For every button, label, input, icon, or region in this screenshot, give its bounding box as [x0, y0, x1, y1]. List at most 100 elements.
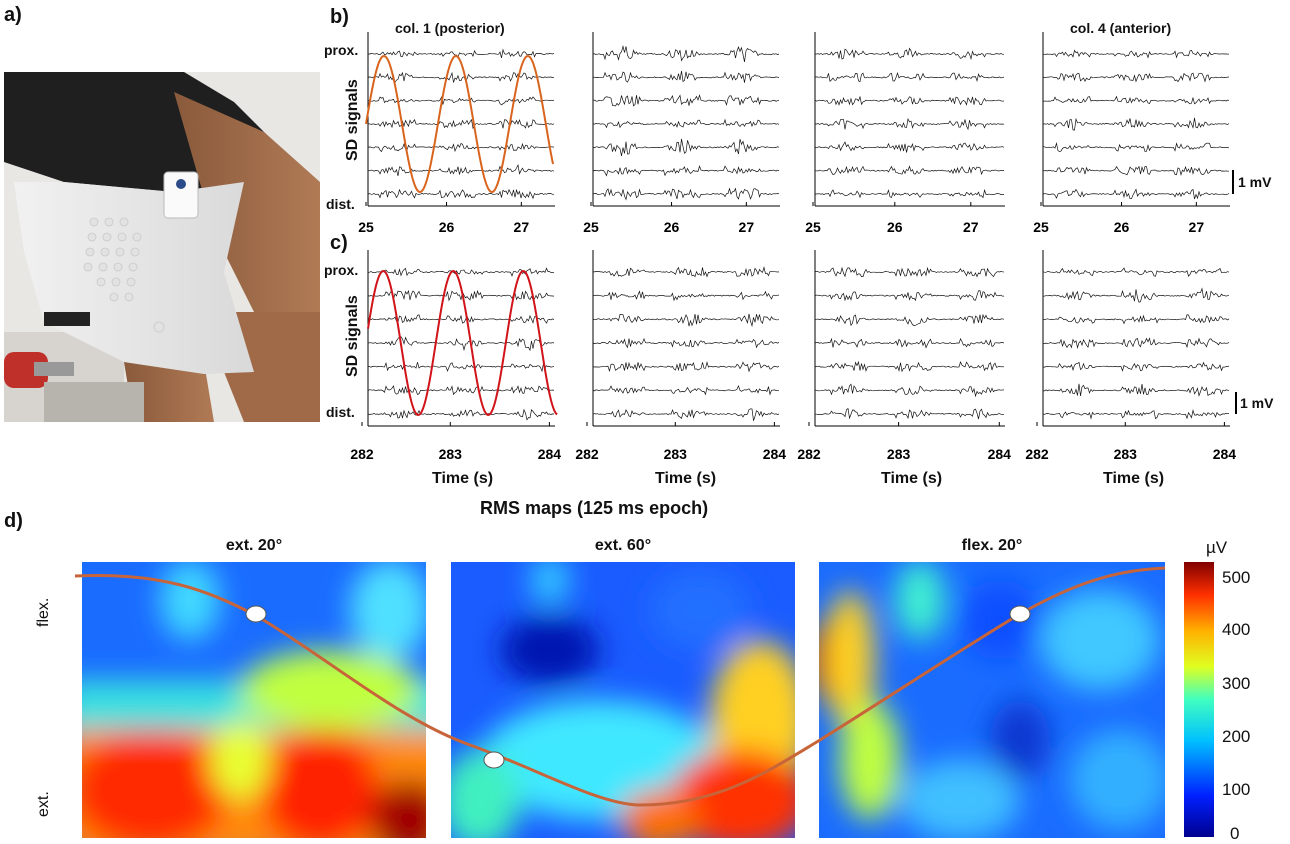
sd-channel-trace	[1042, 409, 1230, 420]
sd-channel-trace	[592, 118, 780, 129]
sd-channel-trace	[592, 94, 780, 107]
sd-channel-trace	[814, 313, 1005, 327]
sd-signal-traces: 25 26 27 25 26 27 25 26 27 25 26 27 282 283 284 282 283 2…	[350, 32, 1237, 462]
panel-c-dist-label: dist.	[326, 404, 355, 420]
sd-channel-trace	[367, 188, 554, 200]
sd-channel-trace	[814, 407, 1005, 420]
colorbar-tick-100: 100	[1222, 780, 1251, 799]
x-tick-label: 27	[1189, 219, 1205, 235]
sd-channel-trace	[1042, 383, 1230, 397]
sd-channel-trace	[1042, 337, 1230, 349]
sd-channel-trace	[367, 289, 555, 302]
x-tick-label: 283	[439, 446, 463, 462]
x-tick-label: 284	[988, 446, 1012, 462]
panel-b-dist-label: dist.	[326, 196, 355, 212]
sd-channel-trace	[814, 360, 1005, 373]
epoch-marker-1	[245, 605, 267, 623]
x-tick-label: 282	[575, 446, 599, 462]
panel-c-scale-label: 1 mV	[1240, 395, 1274, 411]
sd-channel-trace	[1042, 49, 1230, 59]
sd-channel-trace	[1042, 95, 1230, 105]
colorbar-tick-500: 500	[1222, 568, 1251, 587]
panel-b-prox-label: prox.	[324, 42, 359, 58]
x-tick-label: 26	[1114, 219, 1130, 235]
sd-channel-trace	[592, 313, 780, 328]
map-title-3: flex. 20°	[961, 537, 1023, 554]
x-tick-label: 27	[963, 219, 979, 235]
sd-channel-trace	[814, 141, 1005, 153]
panel-d-letter: d)	[4, 510, 23, 532]
sd-channel-trace	[814, 337, 1005, 349]
sd-channel-trace	[814, 71, 1005, 83]
panel-c-xlabel-3: Time (s)	[881, 470, 943, 487]
sd-channel-trace	[592, 408, 780, 421]
sd-channel-trace	[814, 117, 1005, 131]
x-tick-label: 283	[887, 446, 911, 462]
panel-c-prox-label: prox.	[324, 262, 359, 278]
sd-channel-trace	[1042, 117, 1230, 131]
x-tick-label: 26	[664, 219, 680, 235]
sd-channel-trace	[367, 336, 555, 352]
sd-channel-trace	[367, 48, 555, 58]
sd-channel-trace	[367, 385, 555, 396]
sd-channel-trace	[814, 290, 1005, 302]
sd-channel-trace	[1042, 165, 1230, 176]
x-tick-label: 283	[664, 446, 688, 462]
sd-channel-trace	[367, 267, 555, 277]
sd-channel-trace	[1042, 142, 1230, 152]
sd-channel-trace	[592, 266, 780, 278]
panel-c-xlabel-2: Time (s)	[655, 470, 717, 487]
sd-channel-trace	[592, 361, 780, 373]
x-tick-label: 25	[583, 219, 599, 235]
colorbar-tick-400: 400	[1222, 620, 1251, 639]
colorbar-tick-0: 0	[1230, 824, 1240, 843]
sd-channel-trace	[1042, 188, 1230, 200]
sd-channel-trace	[814, 165, 1005, 176]
x-tick-label: 282	[350, 446, 374, 462]
panel-b-letter: b)	[330, 6, 349, 28]
panel-c-xlabel-1: Time (s)	[432, 470, 494, 487]
sd-channel-trace	[592, 290, 780, 302]
panel-b-column-last-title: col. 4 (anterior)	[1070, 20, 1172, 36]
x-tick-label: 26	[439, 219, 455, 235]
sd-channel-trace	[814, 47, 1005, 61]
x-tick-label: 27	[514, 219, 530, 235]
angle-trace-c	[367, 269, 558, 417]
x-tick-label: 284	[538, 446, 562, 462]
x-tick-label: 27	[739, 219, 755, 235]
sd-channel-trace	[592, 138, 780, 156]
sd-channel-trace	[592, 70, 780, 83]
epoch-marker-3	[1009, 605, 1031, 623]
x-tick-label: 25	[358, 219, 374, 235]
sd-channel-trace	[592, 187, 780, 201]
panel-c-xlabel-4: Time (s)	[1103, 470, 1165, 487]
sd-channel-trace	[814, 266, 1005, 278]
panel-b-column-first-title: col. 1 (posterior)	[395, 20, 505, 36]
x-tick-label: 283	[1114, 446, 1138, 462]
x-tick-label: 284	[763, 446, 787, 462]
sd-channel-trace	[367, 164, 555, 176]
x-tick-label: 282	[1025, 446, 1049, 462]
sd-channel-trace	[592, 45, 780, 62]
x-tick-label: 282	[797, 446, 821, 462]
x-tick-label: 284	[1213, 446, 1237, 462]
x-tick-label: 25	[805, 219, 821, 235]
sd-channel-trace	[1042, 314, 1230, 325]
colorbar-unit: µV	[1206, 538, 1228, 557]
colorbar-tick-200: 200	[1222, 727, 1251, 746]
sd-channel-trace	[367, 71, 555, 84]
x-tick-label: 26	[887, 219, 903, 235]
colorbar	[1184, 562, 1214, 837]
photo-leg-electrode-sleeve	[4, 72, 320, 422]
sd-channel-trace	[367, 408, 555, 421]
sd-channel-trace	[367, 142, 555, 153]
sd-channel-trace	[814, 188, 1005, 199]
epoch-marker-2	[483, 751, 505, 769]
sd-channel-trace	[1042, 267, 1230, 277]
sd-channel-trace	[1042, 287, 1229, 303]
sd-channel-trace	[592, 164, 780, 177]
angle-trace-b	[365, 54, 554, 194]
sd-channel-trace	[367, 361, 555, 373]
x-tick-label: 25	[1033, 219, 1049, 235]
